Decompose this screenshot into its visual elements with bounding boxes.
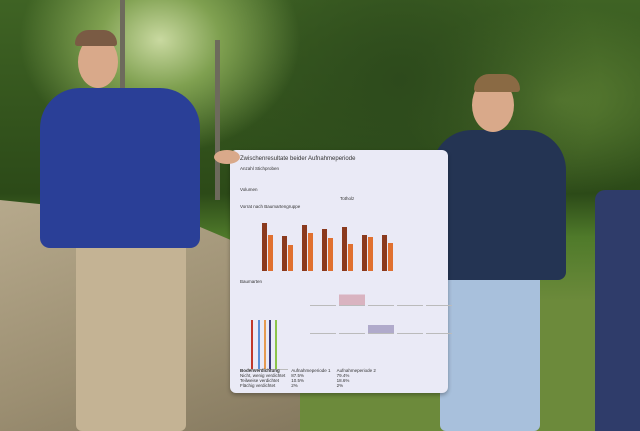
mini-chart	[426, 282, 452, 306]
cap	[75, 30, 117, 46]
man-right-jeans	[440, 270, 540, 431]
bar	[282, 236, 287, 271]
table-row: Teilweise verdichtet 10.5% 18.6%	[240, 378, 382, 383]
cell: Teilweise verdichtet	[240, 378, 280, 383]
mini-chart	[397, 310, 423, 334]
bar	[288, 245, 293, 271]
cell: Nicht, wenig verdichtet	[240, 373, 286, 378]
mini-chart	[397, 282, 423, 306]
cell: 2%	[336, 383, 344, 388]
mini-chart	[368, 310, 394, 334]
table-header: Bodenverdichtung	[240, 368, 280, 373]
mini-chart	[426, 310, 452, 334]
poster-section: Anzahl Stichproben	[240, 166, 280, 171]
bar	[322, 229, 327, 271]
bar	[262, 223, 267, 271]
cell: 2%	[291, 383, 298, 388]
hair	[474, 74, 520, 92]
bar	[302, 225, 307, 271]
bar	[268, 235, 273, 271]
cell: 18.6%	[336, 378, 350, 383]
table-row: Nicht, wenig verdichtet 87.5% 79.4%	[240, 373, 382, 378]
poster-section: Vorrat nach Baumartengruppe	[240, 204, 301, 209]
poster-title: Zwischenresultate beider Aufnahmeperiode	[240, 156, 356, 162]
bar	[388, 243, 393, 271]
bar	[308, 233, 313, 271]
mini-chart	[368, 282, 394, 306]
cell: 87.5%	[291, 373, 305, 378]
hand	[214, 150, 240, 164]
poster-section: Baumarten	[240, 279, 263, 284]
table-header: Aufnahmeperiode 1	[291, 368, 331, 373]
mini-chart	[339, 310, 365, 334]
bar	[368, 237, 373, 271]
species-chart	[248, 320, 288, 370]
cell: 79.4%	[336, 373, 350, 378]
bar	[348, 244, 353, 271]
soil-compaction-table: Bodenverdichtung Aufnahmeperiode 1 Aufnahm…	[240, 368, 382, 388]
bar	[362, 235, 367, 271]
table-header: Aufnahmeperiode 2	[336, 368, 376, 373]
poster: Zwischenresultate beider Aufnahmeperiode…	[230, 150, 452, 393]
bar	[342, 227, 347, 271]
mini-chart	[310, 282, 336, 306]
bar	[328, 238, 333, 271]
man-right-hoodie	[432, 130, 566, 280]
man-left-trousers	[76, 240, 186, 431]
bar	[382, 235, 387, 271]
tree-trunk	[215, 40, 220, 200]
cell: Flächig verdichtet	[240, 383, 276, 388]
cell: 10.5%	[291, 378, 305, 383]
person-edge	[595, 190, 640, 431]
man-left-jacket	[40, 88, 200, 248]
table-row: Flächig verdichtet 2% 2%	[240, 383, 382, 388]
volume-bar-chart	[262, 219, 438, 271]
species-small-multiples	[310, 282, 452, 334]
mini-chart	[339, 282, 365, 306]
mini-chart	[310, 310, 336, 334]
poster-section: Volumen	[240, 187, 258, 192]
poster-section: Totholz	[340, 196, 355, 201]
